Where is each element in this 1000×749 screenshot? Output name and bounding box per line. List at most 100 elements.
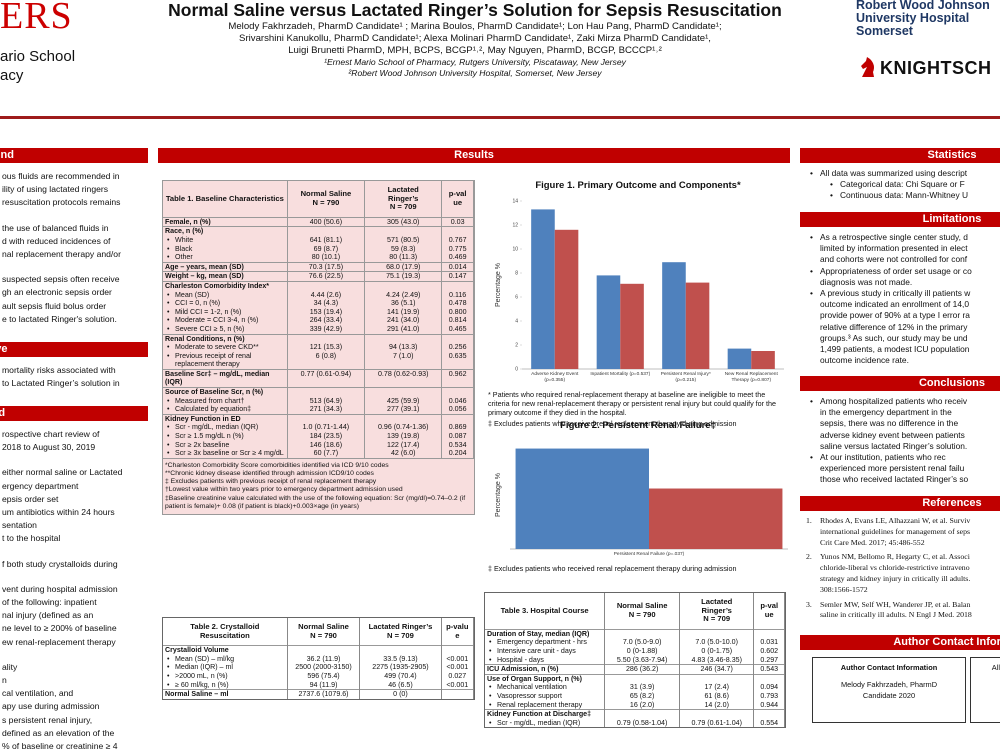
cell: 139 (19.8) <box>364 432 443 441</box>
cell: 400 (50.6) <box>287 216 366 227</box>
table-row: Previous receipt of renal replacement th… <box>163 351 474 370</box>
text-line: um antibiotics within 24 hours <box>2 507 115 518</box>
cell: 146 (18.6) <box>287 440 366 450</box>
cell: 0.800 <box>441 307 474 317</box>
cell: 0.478 <box>441 299 474 308</box>
cell: 153 (19.4) <box>287 307 366 317</box>
logo-mark: ERS <box>0 0 73 37</box>
row-label: Mild CCI = 1-2, n (%) <box>163 307 288 317</box>
cell <box>287 413 366 424</box>
table-row: CCI = 0, n (%)34 (4.3)36 (5.1)0.478 <box>163 299 474 308</box>
y-axis-label: Percentage % <box>495 473 502 517</box>
figure-notes: ‡ Excludes patients who received renal r… <box>488 564 788 574</box>
text-line: limited by information presented in elec… <box>820 243 968 254</box>
cell <box>287 226 366 236</box>
section-header: Author Contact Inform <box>800 635 1000 650</box>
column-header-line: p-val <box>760 601 779 611</box>
column-header-line: Normal Saline <box>616 601 668 611</box>
row-label: Scr - mg/dL, median (IQR) <box>163 423 288 433</box>
section-header: hod <box>0 406 148 421</box>
row-label: Measured from chart† <box>163 396 288 406</box>
figure-note: ‡ Excludes patients who received renal r… <box>488 564 737 573</box>
row-label: Scr - mg/dL, median (IQR) <box>485 718 606 728</box>
section-body: As a retrospective single center study, … <box>804 232 1000 366</box>
row-label: Hospital - days <box>485 655 606 665</box>
row-label: Severe CCI ≥ 5, n (%) <box>163 324 288 334</box>
left-logo: ERS ario School acy <box>0 0 120 100</box>
text-line: either normal saline or Lactated <box>2 467 123 478</box>
text-line: Continuous data: Mann-Whitney U <box>840 190 969 201</box>
footnote: **Chronic kidney disease identified thro… <box>165 470 374 478</box>
row-label: Charleston Comorbidity Index* <box>163 280 288 291</box>
text-line: f both study crystalloids during <box>2 558 118 569</box>
cell <box>604 628 680 639</box>
text-line: At our institution, patients who rec <box>820 452 946 463</box>
reference-number: 1. <box>806 516 812 525</box>
cell: 16 (2.0) <box>604 700 680 710</box>
hospital-line: Somerset <box>856 24 913 38</box>
table-box: Table 1. Baseline Characteristics Normal … <box>162 180 475 516</box>
column-header-line: ue <box>453 197 463 207</box>
bar <box>685 282 710 369</box>
cell: 0.465 <box>441 324 474 334</box>
footnotes: *Charleston Comorbidity Score comorbidit… <box>163 457 474 514</box>
cell: 0.767 <box>441 235 474 245</box>
text-line: experienced more persistent renal failu <box>820 463 965 474</box>
text-line: ew renal-replacement therapy <box>2 636 116 647</box>
cell: 4.44 (2.6) <box>287 290 366 300</box>
figure-note: * Patients who required renal-replacemen… <box>488 390 777 417</box>
text-line: As a retrospective single center study, … <box>820 232 968 242</box>
reference-number: 2. <box>806 552 812 562</box>
column-header-line: Normal Saline <box>300 189 352 199</box>
table-row: Female, n (%) 400 (50.6) 305 (43.0) 0.03 <box>163 216 474 227</box>
text-line: 1,499 patients, a modest ICU population <box>820 344 970 355</box>
section-body: ous fluids are recommended in ility of us… <box>2 170 148 338</box>
reference-line: international guidelines for management … <box>820 526 971 536</box>
cell: 291 (41.0) <box>364 324 443 334</box>
cell: 65 (8.2) <box>604 691 680 701</box>
y-tick-label: 6 <box>515 294 518 300</box>
cell <box>753 673 785 684</box>
text-line: ous fluids are recommended in <box>2 171 120 181</box>
cell: 7 (1.0) <box>364 351 443 370</box>
cell: 17 (2.4) <box>679 683 755 692</box>
knight-icon <box>861 57 874 77</box>
y-tick-label: 2 <box>515 342 518 348</box>
chart: 0 2 4 6 8 10 12 14 Percentage % <box>495 198 784 372</box>
cell <box>287 387 366 397</box>
section-body: Among hospitalized patients who receivin… <box>804 396 1000 486</box>
row-label: Moderate = CCI 3-4, n (%) <box>163 316 288 325</box>
cell: 94 (11.9) <box>287 680 361 690</box>
y-tick-label: 10 <box>512 246 518 252</box>
cell: 513 (64.9) <box>287 396 366 406</box>
cell <box>753 709 785 719</box>
cell: 122 (17.4) <box>364 440 443 450</box>
cell: 42 (6.0) <box>364 449 443 458</box>
header-rule <box>0 116 1000 119</box>
logo-line: ario School <box>0 48 76 65</box>
cell: 7.0 (5.0-10.0) <box>679 638 755 647</box>
cell: 0.094 <box>753 683 785 692</box>
affiliation: ¹Ernest Mario School of Pharmacy, Rutger… <box>324 57 626 67</box>
cell: 80 (10.1) <box>287 253 366 263</box>
text-line: mortality risks associated with <box>2 365 116 375</box>
bullet-item: As a retrospective single center study, … <box>804 232 1000 266</box>
cell <box>679 673 755 684</box>
bullet-item: Among hospitalized patients who receivin… <box>804 396 1000 452</box>
column-header-line: p-valu <box>446 622 469 631</box>
row-label: Calculated by equation‡ <box>163 405 288 415</box>
section-body: rospective chart review of 2018 to August… <box>2 428 148 749</box>
cell <box>604 673 680 684</box>
reference-line: 308:1566-1572 <box>820 584 868 594</box>
cell: 596 (75.4) <box>287 671 361 681</box>
text-line: % of baseline or creatinine ≥ 4 <box>2 741 118 749</box>
row-label: Female, n (%) <box>163 216 288 227</box>
x-tick-label: Inpatient Mortality (p=0.537) <box>590 372 651 377</box>
cell: 94 (13.3) <box>364 343 443 352</box>
hospital-line: Robert Wood Johnson <box>856 0 990 12</box>
table-row: Weight – kg, mean (SD) 76.6 (22.5) 75.1 (1… <box>163 271 474 282</box>
cell <box>287 333 366 344</box>
row-label: Source of Baseline Scr, n (%) <box>163 387 288 397</box>
reference-line: saline in critically ill adults. N Engl … <box>820 610 972 620</box>
